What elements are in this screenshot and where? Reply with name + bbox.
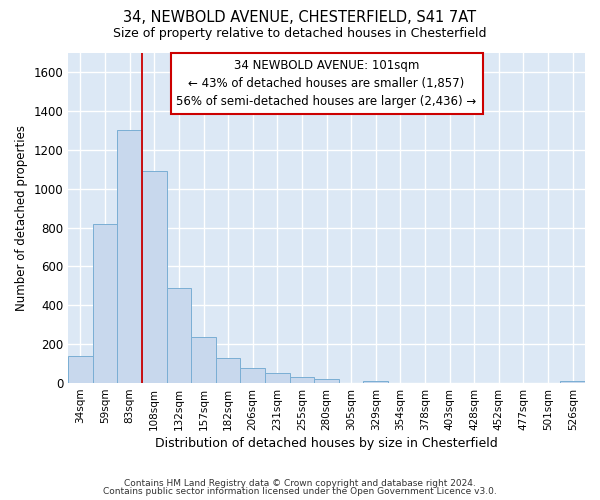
X-axis label: Distribution of detached houses by size in Chesterfield: Distribution of detached houses by size …: [155, 437, 498, 450]
Text: 34, NEWBOLD AVENUE, CHESTERFIELD, S41 7AT: 34, NEWBOLD AVENUE, CHESTERFIELD, S41 7A…: [124, 10, 476, 25]
Bar: [118, 130, 142, 383]
Bar: [290, 377, 314, 383]
Bar: [314, 379, 339, 383]
Y-axis label: Number of detached properties: Number of detached properties: [15, 125, 28, 311]
Bar: [216, 358, 241, 383]
Bar: [93, 224, 118, 383]
Bar: [68, 356, 93, 383]
Bar: [560, 381, 585, 383]
Bar: [265, 374, 290, 383]
Text: Contains public sector information licensed under the Open Government Licence v3: Contains public sector information licen…: [103, 487, 497, 496]
Bar: [241, 368, 265, 383]
Bar: [191, 338, 216, 383]
Text: 34 NEWBOLD AVENUE: 101sqm
← 43% of detached houses are smaller (1,857)
56% of se: 34 NEWBOLD AVENUE: 101sqm ← 43% of detac…: [176, 59, 477, 108]
Bar: [167, 288, 191, 383]
Text: Size of property relative to detached houses in Chesterfield: Size of property relative to detached ho…: [113, 28, 487, 40]
Bar: [364, 381, 388, 383]
Bar: [142, 171, 167, 383]
Text: Contains HM Land Registry data © Crown copyright and database right 2024.: Contains HM Land Registry data © Crown c…: [124, 478, 476, 488]
